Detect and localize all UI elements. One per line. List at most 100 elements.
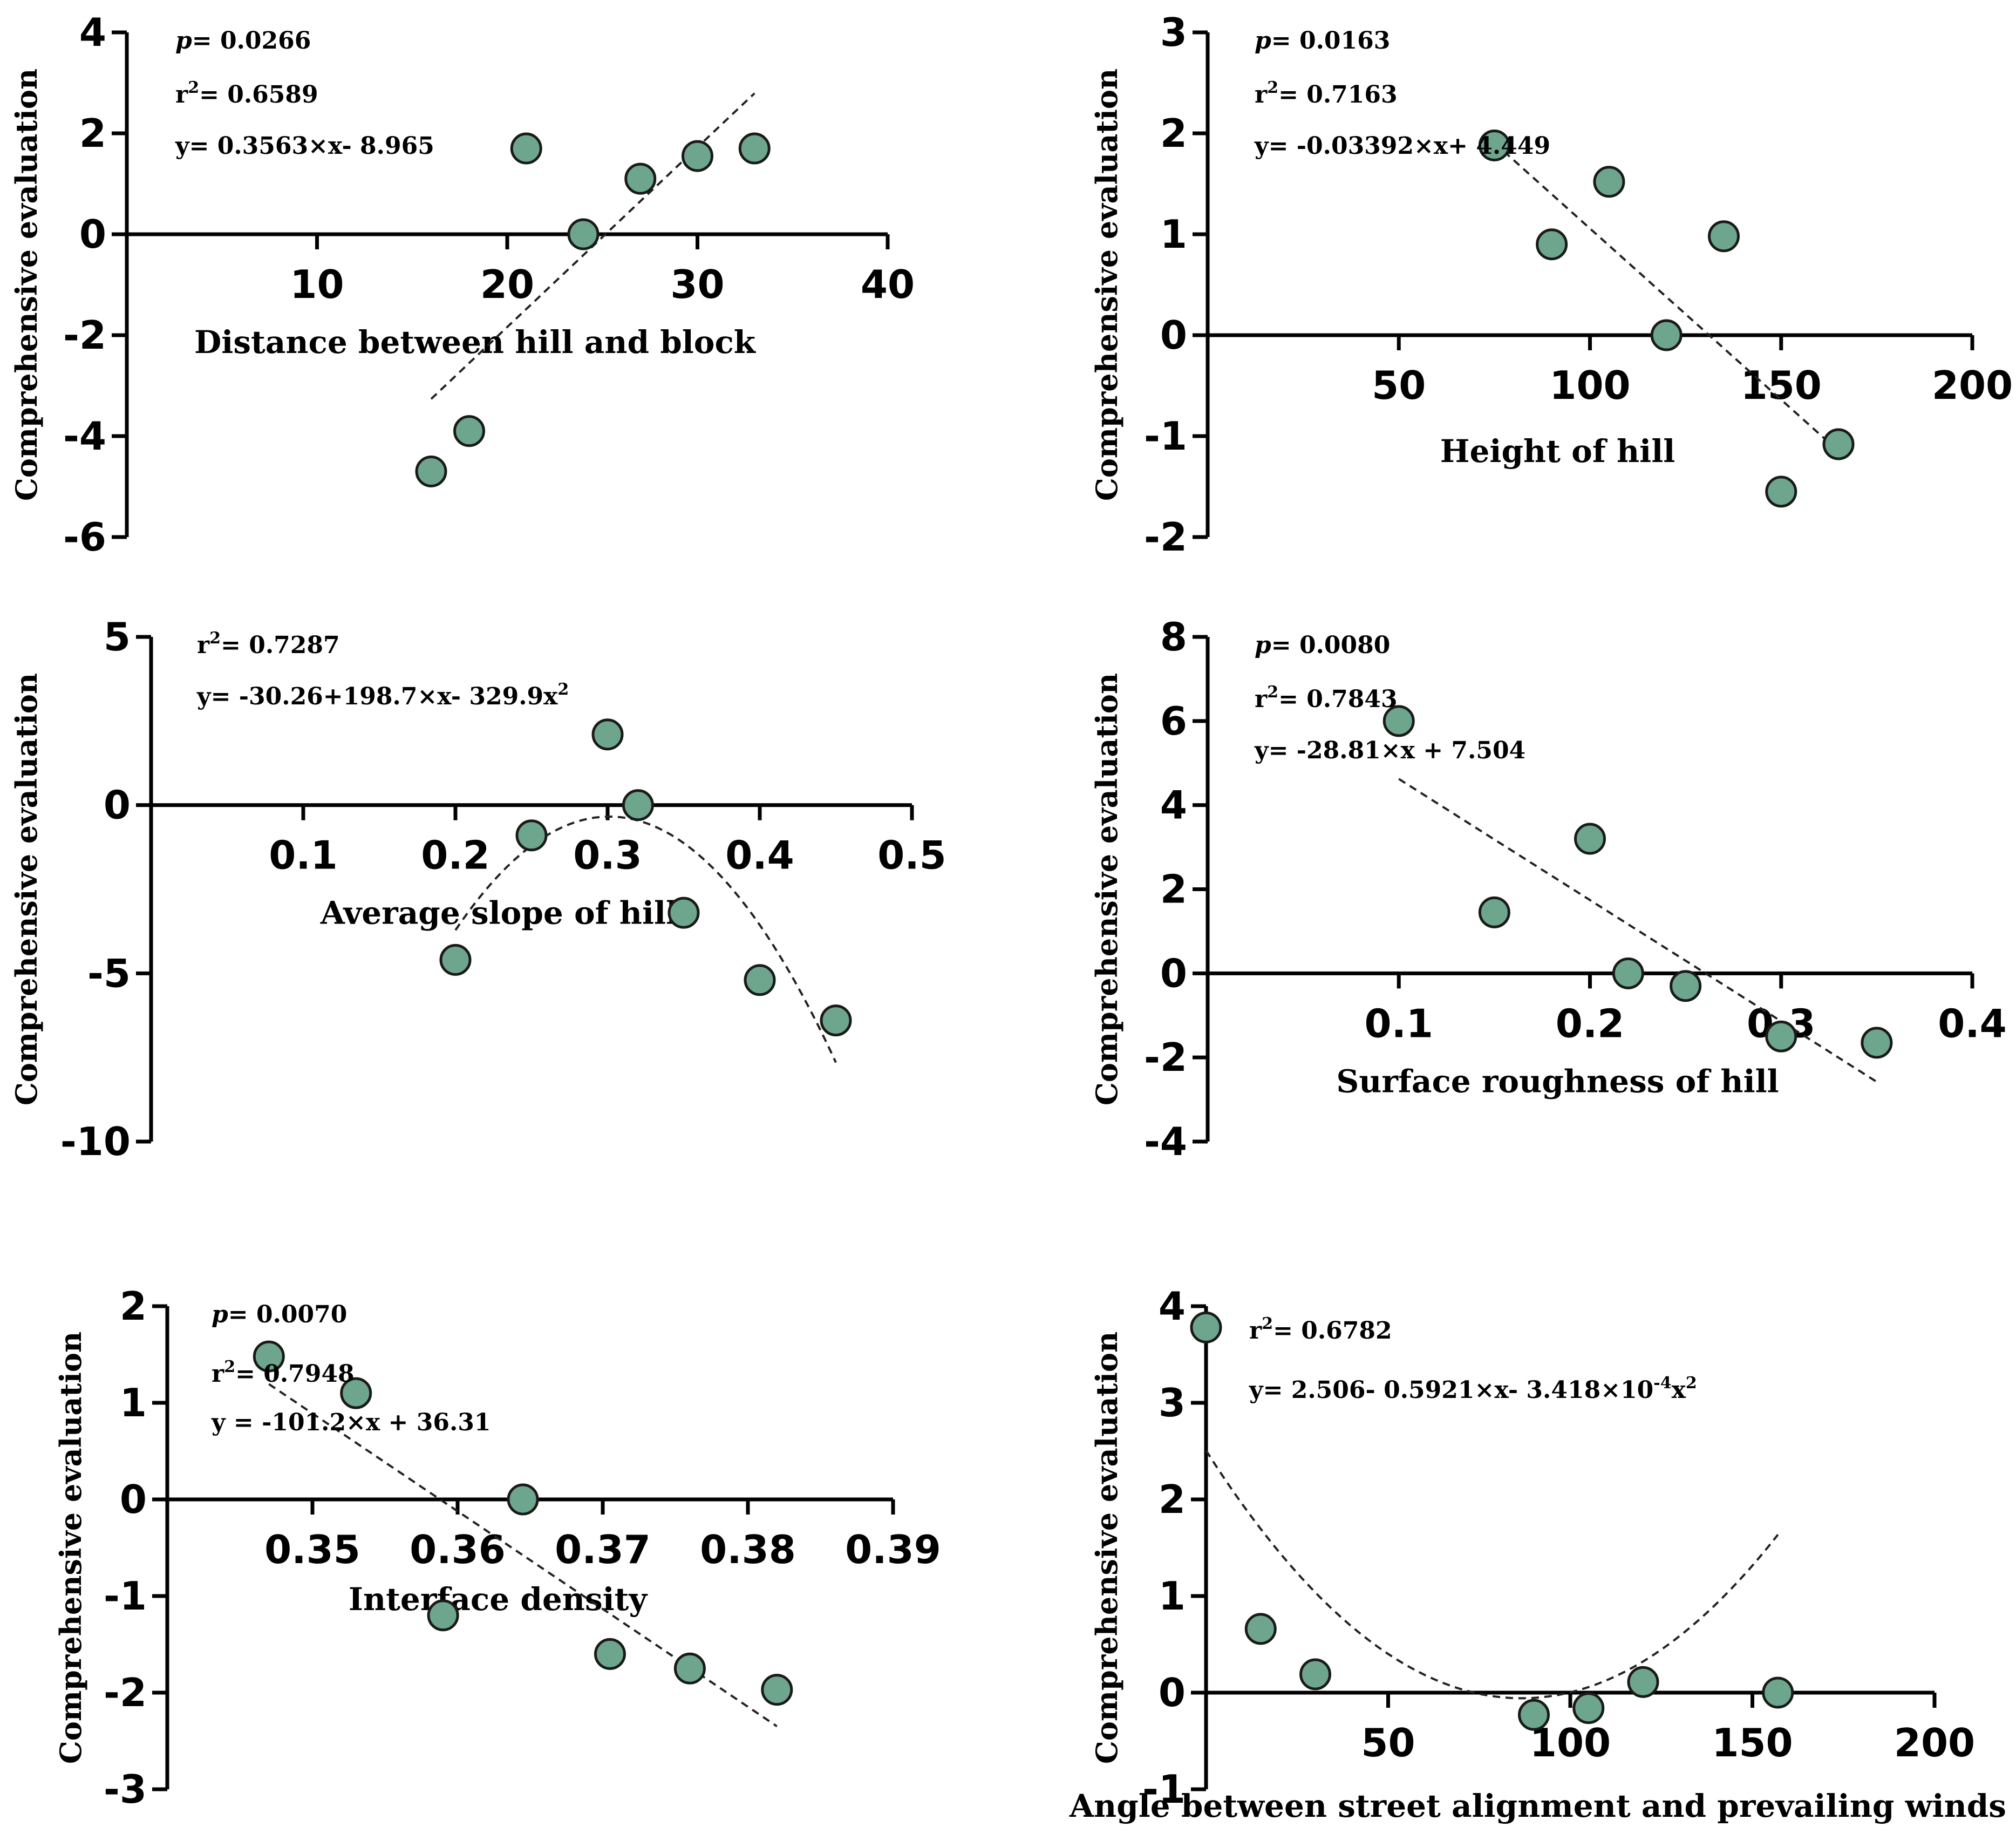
- y-tick-label: 2: [120, 1284, 147, 1329]
- data-point: [1382, 705, 1415, 737]
- x-tick-label: 0.3: [573, 833, 642, 878]
- data-point: [682, 140, 713, 172]
- annotation-part: r: [1249, 1317, 1262, 1345]
- fit-curve: [454, 815, 837, 1063]
- x-tick-label: 20: [480, 262, 534, 307]
- x-tick-label: 100: [1530, 1720, 1611, 1766]
- annotation-part: r: [1255, 81, 1268, 108]
- data-point: [1670, 970, 1702, 1002]
- x-tick-label: 0.5: [877, 833, 946, 878]
- y-tick-label: 0: [1159, 1670, 1186, 1715]
- stat-annotation: p= 0.0266: [175, 27, 311, 55]
- annotation-part: y= 0.3563×x- 8.965: [175, 132, 434, 160]
- stat-annotation: y= -30.26+198.7×x- 329.9x2: [196, 680, 569, 710]
- panel-distance-between-hill-and-block: -6 -4 -2 0 2 4 10 20 30 40 Distance between hill a…: [9, 10, 915, 560]
- data-point: [1244, 1613, 1277, 1645]
- y-tick-label: 0: [104, 783, 131, 828]
- data-point: [744, 964, 776, 996]
- x-tick-label: 150: [1712, 1720, 1793, 1766]
- data-point: [567, 218, 600, 250]
- annotation-part: = 0.0070: [228, 1301, 348, 1328]
- data-point: [1478, 896, 1510, 928]
- y-tick-label: 4: [1160, 783, 1187, 828]
- annotation-part: p: [212, 1301, 228, 1328]
- y-tick-label: -10: [60, 1119, 131, 1164]
- y-tick-label: 2: [1160, 867, 1187, 912]
- stat-annotation: y= -0.03392×x+ 4.449: [1254, 132, 1550, 160]
- y-tick-label: -2: [1144, 1035, 1187, 1080]
- x-axis-label: Height of hill: [1440, 433, 1676, 470]
- y-tick-label: -4: [1144, 1119, 1187, 1164]
- x-tick-label: 30: [670, 262, 724, 307]
- x-tick-label: 50: [1372, 363, 1426, 408]
- stat-annotation: p= 0.0070: [212, 1301, 347, 1328]
- y-tick-label: 3: [1160, 10, 1187, 55]
- annotation-part: = 0.0163: [1271, 27, 1391, 55]
- x-axis-label: Surface roughness of hill: [1336, 1063, 1779, 1099]
- y-tick-label: -6: [63, 514, 106, 560]
- y-tick-label: 1: [1160, 212, 1187, 257]
- annotation-part: = 0.7163: [1278, 81, 1398, 108]
- data-point: [1574, 823, 1606, 855]
- x-tick-label: 0.35: [264, 1527, 360, 1572]
- stat-annotation: r2= 0.7163: [1255, 78, 1398, 108]
- y-axis-label: Comprehensive evaluation: [1089, 1332, 1124, 1764]
- annotation-part: 2: [557, 680, 569, 699]
- y-tick-label: -4: [63, 413, 106, 459]
- y-tick-label: 3: [1159, 1380, 1186, 1425]
- y-tick-label: -5: [87, 950, 131, 996]
- stat-annotation: p= 0.0080: [1255, 632, 1390, 659]
- data-point: [439, 943, 472, 976]
- y-tick-label: 0: [1160, 313, 1187, 358]
- data-point: [453, 415, 485, 447]
- data-point: [1518, 1699, 1550, 1731]
- y-axis-label: Comprehensive evaluation: [53, 1332, 88, 1764]
- x-axis-label: Distance between hill and block: [194, 324, 757, 361]
- y-tick-label: -1: [1144, 413, 1187, 459]
- x-tick-label: 200: [1932, 363, 2013, 408]
- panel-average-slope-of-hill: -10 -5 0 5 0.1 0.2 0.3 0.4 0.5 Average slope of h…: [9, 614, 946, 1164]
- y-tick-label: 1: [120, 1380, 147, 1425]
- annotation-part: r: [197, 632, 210, 659]
- annotation-part: y= 2.506- 0.5921×x- 3.418×10: [1249, 1376, 1653, 1404]
- annotation-part: 2: [1686, 1374, 1697, 1393]
- annotation-part: y = -101.2×x + 36.31: [211, 1409, 491, 1436]
- y-tick-label: 0: [1160, 950, 1187, 996]
- annotation-part: r: [212, 1360, 224, 1388]
- y-axis-label: Comprehensive evaluation: [9, 673, 44, 1105]
- x-tick-label: 0.2: [1556, 1001, 1625, 1046]
- data-point: [1650, 319, 1683, 351]
- stat-annotation: r2= 0.7843: [1255, 683, 1398, 713]
- y-tick-label: 2: [1160, 111, 1187, 156]
- y-tick-label: -2: [104, 1670, 147, 1715]
- annotation-part: = 0.7287: [221, 632, 340, 659]
- x-axis-label: Angle between street alignment and preva…: [1069, 1788, 2006, 1824]
- x-axis-label: Average slope of hill: [320, 895, 678, 932]
- stat-annotation: r2= 0.6589: [175, 78, 318, 108]
- data-point: [761, 1674, 793, 1706]
- data-point: [507, 1483, 539, 1516]
- data-point: [673, 1652, 706, 1685]
- x-tick-label: 0.36: [410, 1527, 506, 1572]
- annotation-part: r: [175, 81, 188, 108]
- x-tick-label: 40: [861, 262, 915, 307]
- stat-annotation: y= 2.506- 0.5921×x- 3.418×10-4x2: [1249, 1374, 1697, 1404]
- annotation-part: 2: [188, 78, 199, 97]
- data-point: [624, 162, 657, 195]
- y-tick-label: 8: [1160, 614, 1187, 660]
- annotation-part: p: [1255, 632, 1271, 659]
- data-point: [1861, 1027, 1893, 1059]
- x-tick-label: 0.1: [269, 833, 338, 878]
- y-tick-label: -1: [104, 1573, 147, 1619]
- data-point: [1612, 957, 1644, 989]
- stat-annotation: r2= 0.7287: [197, 629, 340, 659]
- annotation-part: = 0.6782: [1273, 1317, 1392, 1345]
- data-point: [427, 1599, 459, 1632]
- data-point: [1762, 1676, 1794, 1709]
- annotation-part: x: [1672, 1376, 1686, 1404]
- annotation-part: = 0.0080: [1271, 632, 1391, 659]
- data-point: [1822, 428, 1855, 460]
- x-tick-label: 0.1: [1364, 1001, 1433, 1046]
